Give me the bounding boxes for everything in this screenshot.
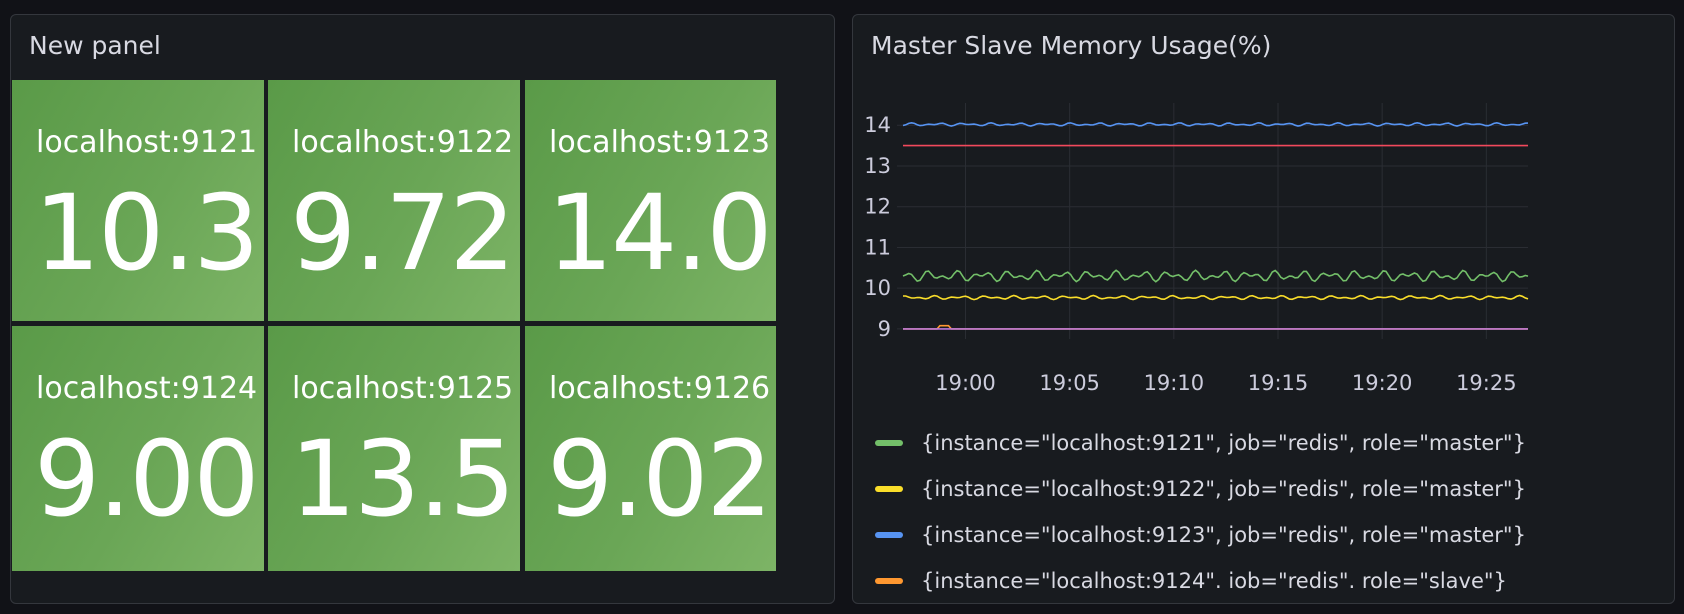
panel-title[interactable]: New panel [29,31,161,60]
legend-item[interactable]: {instance="localhost:9121", job="redis",… [875,420,1665,466]
stat-label: localhost:9124 [36,371,258,406]
memory-usage-chart[interactable]: 9 10 11 12 13 14 19:00 19:05 19:10 19:15 19:20 19:2… [853,15,1674,415]
legend-swatch [875,532,903,538]
stat-value: 9.72 [290,172,516,294]
stat-value: 9.02 [547,418,773,540]
x-tick-label: 19:05 [1039,371,1100,395]
stat-panel: New panel localhost:9121 10.3 localhost:… [10,14,835,604]
stat-value: 9.00 [34,418,260,540]
stat-label: localhost:9122 [292,125,514,160]
stat-label: localhost:9125 [292,371,514,406]
legend-label: {instance="localhost:9122", job="redis",… [921,477,1526,501]
legend-label: {instance="localhost:9121", job="redis",… [921,431,1526,455]
y-tick-label: 13 [864,154,891,178]
stat-label: localhost:9126 [549,371,771,406]
stat-value: 10.3 [34,172,260,294]
timeseries-panel: Master Slave Memory Usage(%) 9 10 11 12 13 14… [852,14,1675,604]
x-tick-label: 19:20 [1352,371,1413,395]
x-tick-label: 19:25 [1456,371,1517,395]
panel-title[interactable]: Master Slave Memory Usage(%) [871,31,1272,60]
legend-item[interactable]: {instance="localhost:9122", job="redis",… [875,466,1665,512]
series-line [902,121,1529,127]
legend-label: {instance="localhost:9124". iob="redis".… [921,569,1507,593]
legend-label: {instance="localhost:9123", job="redis",… [921,523,1526,547]
series-line [903,294,1529,301]
stat-tile: localhost:9123 14.0 [525,80,776,321]
stat-tile: localhost:9122 9.72 [268,80,520,321]
chart-legend: {instance="localhost:9121", job="redis",… [875,420,1665,603]
y-tick-label: 9 [878,317,891,341]
stat-label: localhost:9121 [36,125,258,160]
legend-item[interactable]: {instance="localhost:9123", job="redis",… [875,512,1665,558]
x-tick-label: 19:10 [1144,371,1205,395]
stat-grid: localhost:9121 10.3 localhost:9122 9.72 … [12,80,834,603]
legend-item[interactable]: {instance="localhost:9124". iob="redis".… [875,558,1665,603]
stat-tile: localhost:9126 9.02 [525,326,776,571]
stat-tile: localhost:9125 13.5 [268,326,520,571]
series-line [902,269,1529,283]
stat-value: 13.5 [290,418,516,540]
stat-tile: localhost:9124 9.00 [12,326,264,571]
legend-swatch [875,440,903,446]
legend-swatch [875,486,903,492]
y-tick-label: 12 [864,195,891,219]
y-tick-label: 14 [864,113,891,137]
y-tick-label: 11 [864,235,891,259]
stat-tile: localhost:9121 10.3 [12,80,264,321]
stat-value: 14.0 [547,172,773,294]
stat-label: localhost:9123 [549,125,771,160]
legend-swatch [875,578,903,584]
x-tick-label: 19:00 [935,371,996,395]
x-tick-label: 19:15 [1248,371,1309,395]
y-tick-label: 10 [864,276,891,300]
